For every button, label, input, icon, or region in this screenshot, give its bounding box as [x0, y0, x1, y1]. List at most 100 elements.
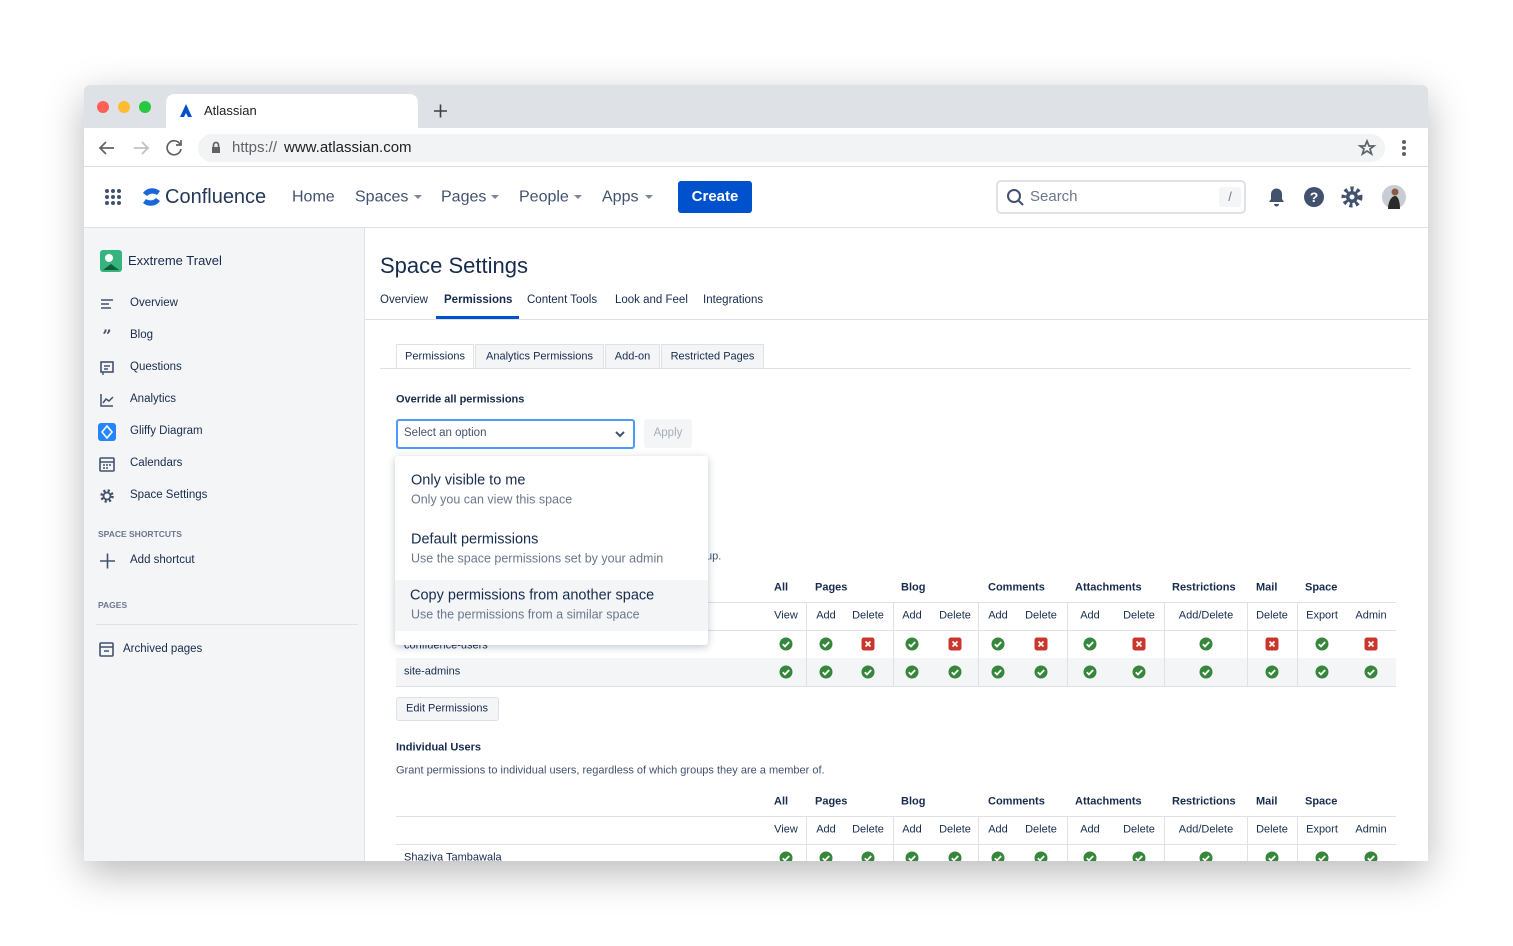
table-line — [396, 844, 1396, 845]
option-title[interactable]: Only visible to me — [411, 472, 526, 489]
granted-icon — [1364, 851, 1378, 861]
option-title[interactable]: Copy permissions from another space — [410, 587, 655, 604]
create-button[interactable] — [678, 181, 752, 213]
nav-item[interactable]: People — [519, 188, 569, 206]
column-action: Add — [1080, 823, 1100, 836]
space-name[interactable]: Exxtreme Travel — [128, 253, 222, 269]
granted-icon — [819, 851, 833, 861]
tab[interactable]: Permissions — [444, 294, 513, 307]
tab[interactable]: Integrations — [703, 294, 764, 307]
granted-icon — [1265, 851, 1279, 861]
granted-icon — [861, 665, 875, 679]
sidebar-item[interactable]: Space Settings — [130, 489, 208, 502]
search-box[interactable] — [996, 180, 1246, 214]
granted-icon — [819, 665, 833, 679]
sidebar-item[interactable]: Calendars — [130, 457, 183, 470]
option-hover — [395, 580, 708, 631]
column-divider — [1297, 816, 1298, 861]
sidebar-item[interactable]: Blog — [130, 329, 154, 342]
option-description: Use the space permissions set by your ad… — [411, 551, 664, 566]
column-divider — [806, 602, 807, 686]
column-divider — [978, 816, 979, 861]
column-action: Export — [1306, 609, 1338, 622]
column-group: Restrictions — [1172, 795, 1236, 808]
denied-icon — [1364, 637, 1378, 651]
url-scheme: https:// — [232, 139, 278, 156]
column-action: Delete — [1123, 609, 1155, 622]
granted-icon — [1132, 851, 1146, 861]
subtab: Analytics Permissions — [486, 350, 593, 363]
sidebar-item[interactable]: Overview — [130, 297, 178, 310]
sidebar-item[interactable]: Questions — [130, 361, 182, 374]
column-action: Delete — [939, 609, 971, 622]
nav-item[interactable]: Pages — [441, 188, 487, 206]
column-divider — [1247, 602, 1248, 686]
option-title[interactable]: Default permissions — [411, 531, 539, 548]
select[interactable] — [396, 419, 635, 449]
search-placeholder: Search — [1030, 188, 1078, 205]
nav-item[interactable]: Spaces — [355, 188, 409, 206]
denied-icon — [1034, 637, 1048, 651]
tab[interactable]: Look and Feel — [615, 294, 688, 307]
granted-icon — [861, 851, 875, 861]
granted-icon — [948, 665, 962, 679]
caret — [491, 195, 499, 199]
caret — [414, 195, 422, 199]
column-action: View — [774, 823, 798, 836]
caret — [574, 195, 582, 199]
column-divider — [1067, 816, 1068, 861]
column-divider — [1067, 602, 1068, 686]
tab[interactable]: Overview — [380, 294, 428, 307]
column-group: All — [774, 581, 789, 594]
granted-icon — [1034, 665, 1048, 679]
table-line — [396, 816, 1396, 817]
table-line — [396, 630, 1396, 631]
granted-icon — [1034, 851, 1048, 861]
archived-pages[interactable]: Archived pages — [123, 643, 203, 656]
column-group: Space — [1305, 581, 1338, 594]
column-group: Blog — [901, 795, 926, 808]
sidebar-icon — [100, 489, 114, 503]
column-action: Add — [816, 823, 836, 836]
active-tab-indicator — [436, 316, 519, 319]
column-divider — [893, 602, 894, 686]
granted-icon — [1315, 665, 1329, 679]
tab[interactable]: Content Tools — [527, 294, 598, 307]
product-name[interactable]: Confluence — [165, 186, 267, 208]
row-name: site-admins — [404, 665, 461, 678]
add-shortcut[interactable]: Add shortcut — [130, 554, 195, 567]
granted-icon — [905, 637, 919, 651]
column-divider — [893, 816, 894, 861]
browser-window: Atlassian https:// www.atlassian.com Con… — [84, 85, 1428, 861]
dropdown: Only visible to me Only you can view this… — [395, 456, 708, 645]
denied-icon — [948, 637, 962, 651]
column-action: Add — [816, 609, 836, 622]
granted-icon — [905, 851, 919, 861]
individual-description: Grant permissions to individual users, r… — [396, 764, 825, 777]
column-action: Delete — [852, 609, 884, 622]
table-line — [396, 686, 1396, 687]
column-action: Add/Delete — [1178, 823, 1234, 836]
apply-button[interactable] — [644, 419, 692, 448]
granted-icon — [948, 851, 962, 861]
sidebar-item[interactable]: Analytics — [130, 393, 177, 406]
column-group: Restrictions — [1172, 581, 1236, 594]
apply-label: Apply — [653, 427, 683, 440]
sidebar-item[interactable]: Gliffy Diagram — [130, 425, 203, 438]
subtab: Restricted Pages — [670, 350, 755, 363]
nav-item[interactable]: Apps — [602, 188, 639, 206]
column-group: Pages — [815, 795, 848, 808]
sidebar — [84, 228, 365, 861]
column-action: Add/Delete — [1178, 609, 1234, 622]
column-divider — [1247, 816, 1248, 861]
address-bar[interactable] — [198, 134, 1385, 162]
column-divider — [1164, 602, 1165, 686]
table-line — [396, 602, 1396, 603]
edit-button[interactable] — [396, 697, 499, 721]
column-action: Add — [988, 609, 1008, 622]
nav-item[interactable]: Home — [292, 188, 335, 206]
granted-icon — [1199, 851, 1213, 861]
browser-tab[interactable] — [166, 94, 418, 128]
granted-icon — [1083, 665, 1097, 679]
